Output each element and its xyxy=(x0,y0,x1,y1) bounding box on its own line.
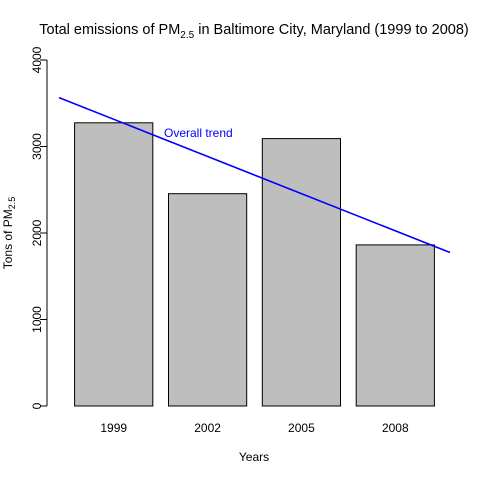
x-tick-label-2002: 2002 xyxy=(194,421,221,435)
y-tick-label-4000: 4000 xyxy=(30,46,44,73)
y-tick-label-2000: 2000 xyxy=(30,219,44,246)
x-axis-label: Years xyxy=(239,450,269,464)
bar-2005 xyxy=(261,138,341,407)
bar-2008 xyxy=(355,244,435,407)
trend-line xyxy=(58,96,451,254)
chart-title: Total emissions of PM2.5 in Baltimore Ci… xyxy=(39,22,469,41)
bar-1999 xyxy=(74,122,154,407)
y-tick-label-3000: 3000 xyxy=(30,133,44,160)
x-tick-label-2005: 2005 xyxy=(288,421,315,435)
y-tick-label-1000: 1000 xyxy=(30,306,44,333)
x-tick-label-2008: 2008 xyxy=(382,421,409,435)
y-axis-label: Tons of PM2.5 xyxy=(1,197,17,270)
y-tick-label-0: 0 xyxy=(30,402,44,409)
x-axis: 1999 2002 2005 2008 xyxy=(100,421,409,435)
trend-group: Overall trend xyxy=(58,96,451,254)
bar-2002 xyxy=(168,193,248,407)
bars-group xyxy=(74,122,435,407)
x-tick-label-1999: 1999 xyxy=(100,421,127,435)
trend-label: Overall trend xyxy=(164,126,233,140)
y-axis: 0 1000 2000 3000 4000 xyxy=(30,46,48,409)
